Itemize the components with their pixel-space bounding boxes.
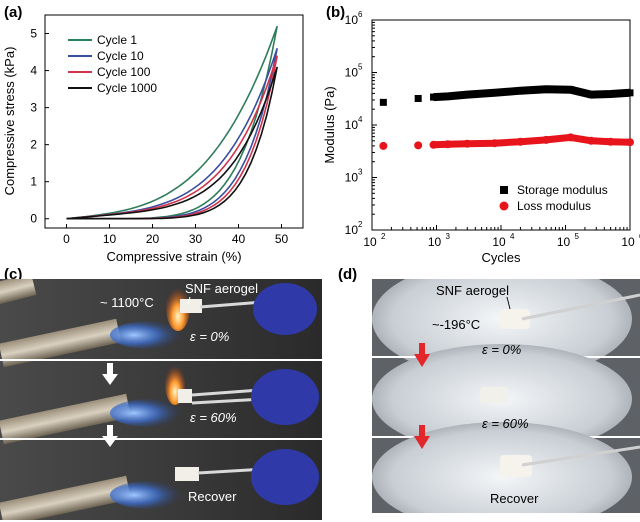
panel-label-a: (a) [4, 4, 23, 21]
y-tick-exponent: 4 [358, 115, 363, 124]
y-tick-label: 10 [345, 66, 359, 80]
point-loss-modulus [414, 141, 423, 150]
y-tick-label: 4 [30, 64, 37, 78]
strain-label-60: ε = 60% [190, 410, 237, 425]
panel-label-d: (d) [338, 266, 358, 283]
x-tick-exponent: 4 [510, 232, 515, 241]
stress-strain-chart: 0 10 20 30 40 50 0 1 2 3 4 5 Cycle 1 Cycle 10 Cycle 1… [2, 14, 304, 264]
point-storage-modulus [379, 98, 387, 106]
x-tick-label: 10 [621, 235, 635, 249]
y-tick-label: 1 [30, 175, 37, 189]
modulus-chart: 102102103103104104105105106106 Storage m… [322, 10, 640, 265]
photo-frame-2 [372, 344, 632, 454]
photo-frame-1 [0, 279, 317, 368]
y-tick-exponent: 2 [358, 220, 363, 229]
y-axis-label: Modulus (Pa) [322, 86, 337, 163]
x-tick-label: 10 [103, 232, 117, 246]
y-tick-exponent: 6 [358, 10, 363, 19]
y-tick-exponent: 5 [358, 63, 363, 72]
y-tick-exponent: 3 [358, 168, 363, 177]
legend-swatch [500, 186, 508, 194]
down-arrow-icon [414, 343, 430, 367]
x-tick-exponent: 5 [575, 232, 580, 241]
x-axis-label: Compressive strain (%) [106, 249, 241, 264]
x-tick-label: 30 [189, 232, 203, 246]
x-tick-label: 20 [146, 232, 160, 246]
y-tick-label: 2 [30, 138, 37, 152]
strain-label-0: ε = 0% [482, 342, 522, 357]
x-tick-label: 10 [557, 235, 571, 249]
y-tick-label: 3 [30, 101, 37, 115]
cryo-photo [372, 279, 640, 513]
series-band-storage-modulus [433, 85, 631, 102]
recover-label: Recover [188, 489, 237, 504]
sample-label: SNF aerogel [185, 281, 258, 296]
sample-label: SNF aerogel [436, 283, 509, 298]
x-tick-label: 0 [63, 232, 70, 246]
x-tick-exponent: 3 [446, 232, 451, 241]
x-tick-label: 50 [275, 232, 289, 246]
flame-photo [0, 279, 322, 520]
x-tick-label: 10 [428, 235, 442, 249]
photo-frame-3 [0, 449, 319, 520]
temperature-label: ~ 1100°C [100, 295, 154, 310]
y-tick-label: 10 [345, 118, 359, 132]
strain-label-60: ε = 60% [482, 416, 529, 431]
legend-label: Cycle 1000 [97, 81, 157, 95]
legend-swatch [499, 201, 509, 211]
panel-label-b: (b) [326, 4, 346, 21]
y-tick-label: 10 [345, 13, 359, 27]
x-axis-label: Cycles [481, 250, 521, 265]
y-axis-label: Compressive stress (kPa) [2, 47, 17, 196]
legend-label: Cycle 100 [97, 65, 151, 79]
x-tick-label: 10 [492, 235, 506, 249]
y-tick-label: 0 [30, 212, 37, 226]
x-tick-label: 40 [232, 232, 246, 246]
point-loss-modulus [379, 141, 388, 150]
plot-frame [371, 19, 631, 231]
legend-label: Cycle 10 [97, 49, 144, 63]
photo-frame-2 [0, 361, 319, 445]
down-arrow-icon [102, 425, 118, 447]
series-line-cycle-1000 [66, 66, 278, 220]
legend-label: Loss modulus [517, 199, 591, 213]
legend-label: Storage modulus [517, 183, 608, 197]
legend-label: Cycle 1 [97, 33, 137, 47]
down-arrow-icon [414, 425, 430, 449]
series-band-loss-modulus [433, 133, 631, 149]
recover-label: Recover [490, 491, 539, 506]
photo-frame-3 [372, 422, 640, 513]
flame-photo-sequence: ~ 1100°C SNF aerogel ε = 0% ε = 60% Reco… [0, 279, 322, 520]
y-tick-label: 10 [345, 223, 359, 237]
temperature-label: ~-196°C [432, 317, 481, 332]
strain-label-0: ε = 0% [190, 329, 230, 344]
plot-frame [44, 14, 304, 229]
point-storage-modulus [414, 94, 422, 102]
y-tick-label: 10 [345, 171, 359, 185]
x-tick-exponent: 2 [381, 232, 386, 241]
y-tick-label: 5 [30, 27, 37, 41]
liquid-nitrogen-photo-sequence: SNF aerogel ~-196°C ε = 0% ε = 60% Recov… [372, 279, 640, 513]
down-arrow-icon [102, 363, 118, 385]
x-tick-label: 10 [363, 235, 377, 249]
